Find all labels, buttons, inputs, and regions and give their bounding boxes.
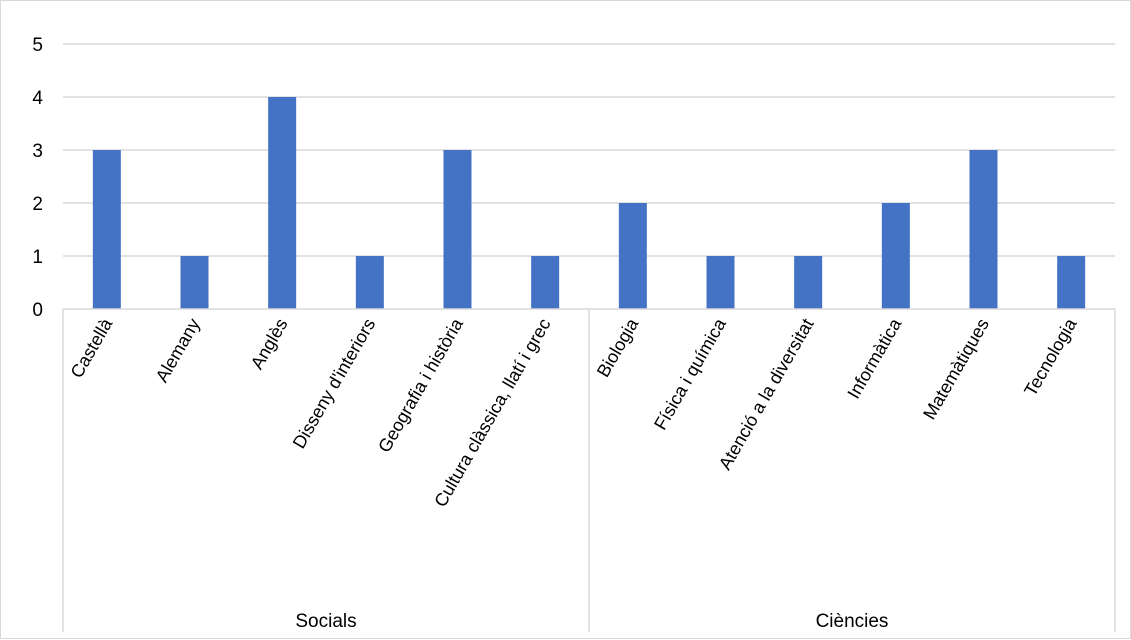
group-label: Socials (295, 611, 356, 632)
category-label: Geografia i història (374, 314, 467, 456)
category-label: Atenció a la diversitat (715, 315, 818, 473)
category-label: Disseny d'interiors (289, 315, 380, 452)
category-label: Alemany (152, 315, 204, 386)
y-axis-tick-labels: 0 1 2 3 4 5 (32, 35, 43, 321)
bar (531, 256, 560, 309)
x-axis (62, 308, 1116, 632)
category-label: Tecnologia (1020, 314, 1081, 399)
category-label: Matemàtiques (919, 315, 993, 423)
bar (881, 203, 910, 309)
bar (706, 256, 735, 309)
y-tick-label: 3 (32, 141, 43, 162)
category-label: Informàtica (843, 314, 905, 402)
category-label: Física i química (650, 314, 730, 433)
y-tick-label: 1 (32, 247, 43, 268)
category-label: Biologia (593, 314, 643, 380)
bar (618, 203, 647, 309)
bar (443, 150, 472, 309)
bar (92, 150, 121, 309)
bar (794, 256, 823, 309)
y-tick-label: 5 (32, 35, 43, 56)
bar (355, 256, 384, 309)
y-tick-label: 0 (32, 300, 43, 321)
bar (1057, 256, 1086, 309)
group-label: Ciències (816, 611, 889, 632)
group-labels: Socials Ciències (295, 611, 888, 632)
bar (180, 256, 209, 309)
y-tick-label: 2 (32, 194, 43, 215)
category-label: Anglès (247, 315, 292, 373)
bars (92, 97, 1086, 309)
y-tick-label: 4 (32, 88, 43, 109)
category-label: Castellà (66, 314, 116, 381)
bar (268, 97, 297, 309)
gridlines (63, 43, 1115, 257)
bar (969, 150, 998, 309)
